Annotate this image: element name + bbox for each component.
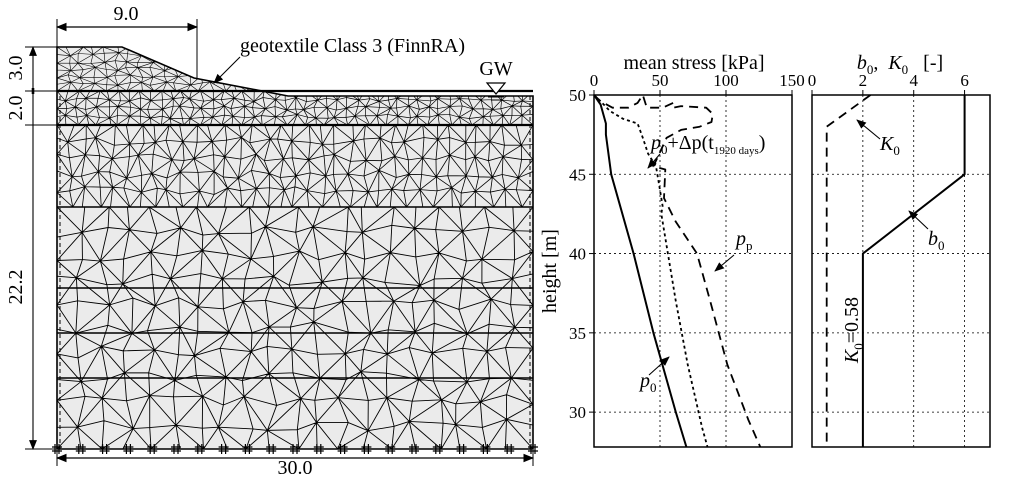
support-icon bbox=[361, 444, 372, 454]
annotation-k0-value-base: K bbox=[841, 348, 863, 364]
support-icon bbox=[75, 444, 86, 454]
annotation-pp: pp bbox=[734, 228, 753, 253]
chart1-x-ticks: 0 50 100 150 bbox=[590, 71, 805, 95]
support-icon bbox=[147, 444, 158, 454]
support-icon bbox=[337, 444, 348, 454]
chart2-title-b-sub: 0 bbox=[867, 62, 874, 77]
series-1-3 bbox=[594, 95, 688, 447]
x-tick-label: 2 bbox=[859, 71, 868, 90]
support-icon bbox=[432, 444, 443, 454]
support-icon bbox=[194, 444, 205, 454]
x-tick-label: 0 bbox=[590, 71, 599, 90]
annotation-b0: b0 bbox=[928, 228, 945, 253]
x-tick-label: 150 bbox=[779, 71, 805, 90]
annotation-p0-plus-dp-base: p bbox=[649, 132, 661, 154]
chart2-title-b: b bbox=[857, 52, 867, 74]
y-tick-label: 35 bbox=[569, 324, 586, 343]
layer-boundaries bbox=[57, 96, 533, 449]
chart1-grid bbox=[594, 95, 792, 447]
annotation-k0-value-sub: 0 bbox=[851, 343, 866, 350]
x-tick-label: 6 bbox=[960, 71, 969, 90]
chart2-title-k-sub: 0 bbox=[902, 62, 909, 77]
annotation-p0: p0 bbox=[638, 370, 657, 395]
y-tick-label: 45 bbox=[569, 165, 586, 184]
bottom-width-label: 30.0 bbox=[278, 457, 313, 479]
y-tick-label: 40 bbox=[569, 245, 586, 264]
support-icon bbox=[123, 444, 134, 454]
chart2-title-k: K bbox=[887, 52, 903, 74]
annotation-b0-base: b bbox=[928, 228, 938, 250]
x-tick-label: 50 bbox=[652, 71, 669, 90]
support-icon bbox=[171, 444, 181, 454]
chart2-frame bbox=[811, 94, 991, 448]
support-icon bbox=[218, 444, 229, 454]
annotation-k0-value: K0=0.58 bbox=[841, 297, 866, 364]
annotation-k0-base: K bbox=[879, 133, 895, 155]
top-width-label: 9.0 bbox=[114, 3, 139, 25]
height-label-3: 3.0 bbox=[5, 56, 27, 81]
support-icon bbox=[99, 444, 110, 454]
groundwater-label: GW bbox=[479, 58, 512, 80]
series-1-2 bbox=[594, 95, 762, 447]
annotation-b0-arrow bbox=[908, 210, 929, 230]
support-icon bbox=[313, 444, 324, 454]
annotation-k0: K0 bbox=[879, 133, 900, 158]
x-tick-label: 0 bbox=[808, 71, 817, 90]
support-icon bbox=[266, 444, 277, 454]
chart1-frame bbox=[593, 94, 793, 448]
annotation-p0-arrow bbox=[648, 356, 670, 376]
annotation-pp-sub: p bbox=[746, 238, 753, 253]
annotation-p0-plus-dp: p0+Δp(t1920 days) bbox=[649, 132, 765, 157]
chart1-y-ticks: 50 45 40 35 30 bbox=[569, 86, 594, 422]
chart2-x-ticks: 0 2 4 6 bbox=[808, 71, 969, 95]
y-tick-label: 30 bbox=[569, 403, 586, 422]
top-width-dimension: 9.0 bbox=[55, 3, 199, 78]
y-tick-label: 50 bbox=[569, 86, 586, 105]
height-label-2: 2.0 bbox=[5, 96, 27, 121]
chart2-title-unit: [-] bbox=[908, 52, 943, 74]
annotation-p0-plus-dp-tail: ) bbox=[759, 132, 766, 154]
annotation-p0-plus-dp-arrow bbox=[647, 153, 661, 169]
support-icon bbox=[290, 444, 300, 454]
geotextile-label: geotextile Class 3 (FinnRA) bbox=[240, 35, 465, 57]
annotation-b0-sub: 0 bbox=[938, 238, 945, 253]
height-dimensions bbox=[25, 46, 57, 450]
annotation-p0-plus-dp-rest-sub: 1920 days bbox=[714, 145, 759, 157]
x-tick-label: 100 bbox=[713, 71, 739, 90]
series-2-1 bbox=[825, 95, 872, 447]
annotation-pp-base: p bbox=[734, 228, 746, 250]
support-icon bbox=[242, 444, 253, 454]
x-tick-label: 4 bbox=[909, 71, 918, 90]
annotation-p0-plus-dp-rest: +Δp(t bbox=[668, 132, 715, 154]
support-icon bbox=[409, 444, 419, 454]
geotextile-arrow bbox=[213, 56, 241, 84]
support-icon bbox=[504, 444, 515, 454]
chart2-title: b0, K0 [-] bbox=[857, 52, 943, 77]
height-label-22: 22.2 bbox=[5, 270, 27, 305]
annotation-k0-arrow bbox=[856, 119, 881, 140]
chart2-title-sep: , bbox=[873, 52, 888, 74]
chart1-title: mean stress [kPa] bbox=[623, 52, 764, 74]
annotation-k0-sub: 0 bbox=[893, 143, 900, 158]
support-icon bbox=[385, 444, 396, 454]
series-1-1 bbox=[594, 95, 709, 447]
support-icon bbox=[456, 444, 467, 454]
annotation-k0-value-rest: =0.58 bbox=[841, 297, 863, 343]
groundwater-marker: GW bbox=[479, 58, 513, 101]
bottom-supports bbox=[52, 444, 538, 454]
fem-mesh bbox=[52, 46, 538, 454]
support-icon bbox=[480, 444, 491, 454]
annotation-p0-base: p bbox=[638, 370, 650, 392]
bottom-width-dimension: 30.0 bbox=[55, 450, 535, 479]
chart1-series bbox=[594, 95, 762, 447]
annotation-p0-plus-dp-sub: 0 bbox=[661, 142, 668, 157]
annotation-pp-arrow bbox=[714, 254, 735, 272]
water-table-triangle-icon bbox=[485, 82, 507, 95]
annotation-p0-sub: 0 bbox=[650, 380, 657, 395]
chart2-grid bbox=[812, 95, 990, 447]
chart1-ylabel: height [m] bbox=[539, 229, 561, 313]
